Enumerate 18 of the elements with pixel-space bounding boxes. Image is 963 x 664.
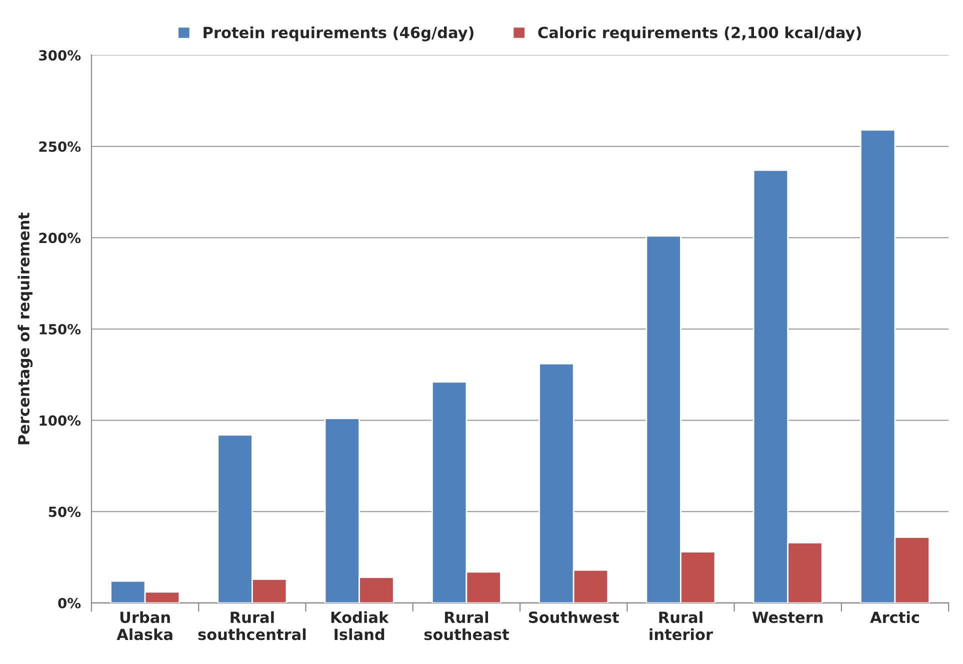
y-tick-label: 50% bbox=[48, 506, 81, 518]
x-tick-label: Western bbox=[752, 612, 823, 624]
y-tick-label: 250% bbox=[39, 141, 81, 152]
x-tick-label: Urban Alaska bbox=[116, 611, 172, 640]
x-tick-label: Kodiak Island bbox=[331, 611, 389, 640]
x-tick-label: Southwest bbox=[528, 611, 619, 624]
x-tick-label: Arctic bbox=[870, 611, 919, 624]
legend-label: Caloric requirements (2,100 kcal/day) bbox=[538, 26, 861, 42]
y-tick-label: 150% bbox=[40, 324, 81, 334]
x-tick-label: Rural southcentral bbox=[198, 611, 306, 640]
y-tick-label: 300% bbox=[39, 50, 81, 61]
y-axis-title: Percentage of requirement bbox=[18, 212, 33, 444]
legend-label: Protein requirements (46g/day) bbox=[204, 26, 474, 42]
y-tick-label: 200% bbox=[39, 232, 81, 244]
y-tick-label: 100% bbox=[40, 415, 81, 426]
x-tick-label: Rural southeast bbox=[424, 611, 509, 640]
y-tick-label: 0% bbox=[58, 598, 81, 608]
x-tick-label: Rural interior bbox=[650, 611, 713, 640]
